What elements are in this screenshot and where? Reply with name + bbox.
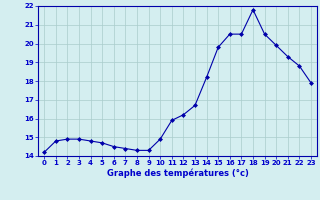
X-axis label: Graphe des températures (°c): Graphe des températures (°c) [107, 169, 249, 178]
